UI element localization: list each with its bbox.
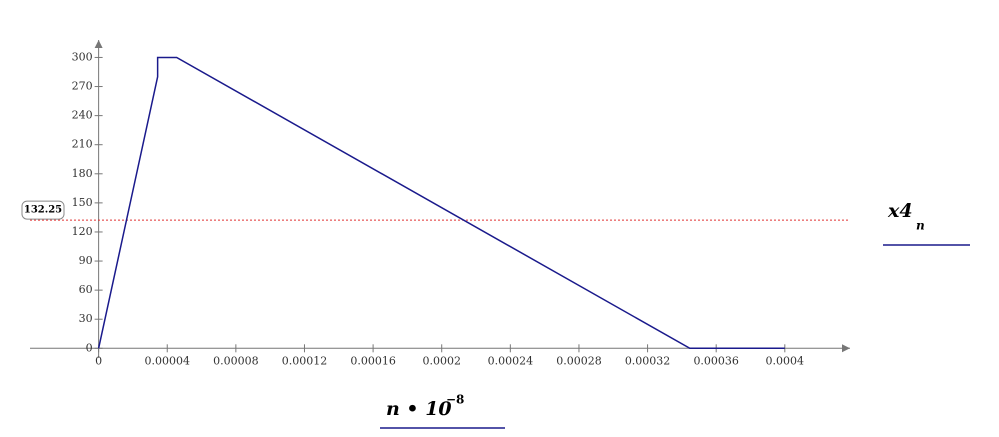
x-tick-label: 0 — [95, 354, 102, 367]
y-tick-label: 60 — [79, 283, 93, 296]
y-tick-label: 150 — [72, 196, 93, 209]
data-line — [97, 56, 785, 350]
y-tick-label: 240 — [72, 109, 93, 122]
x-axis-label-exponent: −8 — [446, 393, 464, 407]
x-tick-label: 0.00032 — [625, 354, 671, 367]
y-tick-label: 90 — [79, 254, 93, 267]
x-axis-arrow — [842, 344, 850, 353]
x-tick-label: 0.00004 — [144, 354, 190, 367]
x-tick-label: 0.00036 — [693, 354, 739, 367]
x-tick-label: 0.00012 — [282, 354, 328, 367]
x-tick-label: 0.00028 — [556, 354, 602, 367]
x-tick-label: 0.00024 — [488, 354, 534, 367]
x-tick-label: 0.0004 — [766, 354, 805, 367]
x-tick-label: 0.0002 — [422, 354, 461, 367]
y-axis-label: x4 — [887, 200, 913, 222]
y-tick-label: 30 — [79, 312, 93, 325]
x-axis-label: n • 10 — [386, 398, 452, 420]
x-tick-label: 0.00008 — [213, 354, 259, 367]
y-axis-arrow — [94, 40, 103, 48]
marker-label-box — [21, 200, 65, 220]
y-tick-label: 180 — [72, 167, 93, 180]
y-axis-label-subscript: n — [916, 219, 925, 233]
marker-label: 132.25 — [24, 205, 62, 216]
x-tick-label: 0.00016 — [350, 354, 396, 367]
y-tick-label: 120 — [72, 225, 93, 238]
y-tick-label: 0 — [86, 341, 93, 354]
y-tick-label: 270 — [72, 80, 93, 93]
y-tick-label: 210 — [72, 138, 93, 151]
y-tick-label: 300 — [72, 50, 93, 63]
